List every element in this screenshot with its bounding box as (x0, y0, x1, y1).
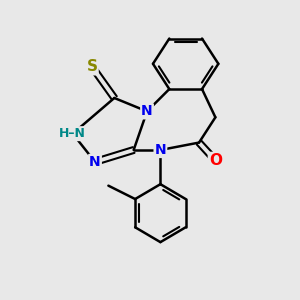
Text: S: S (86, 59, 98, 74)
Text: N: N (154, 143, 166, 157)
Text: O: O (209, 153, 222, 168)
Text: N: N (89, 155, 101, 169)
Text: H–N: H–N (59, 127, 86, 140)
Text: N: N (141, 104, 153, 118)
